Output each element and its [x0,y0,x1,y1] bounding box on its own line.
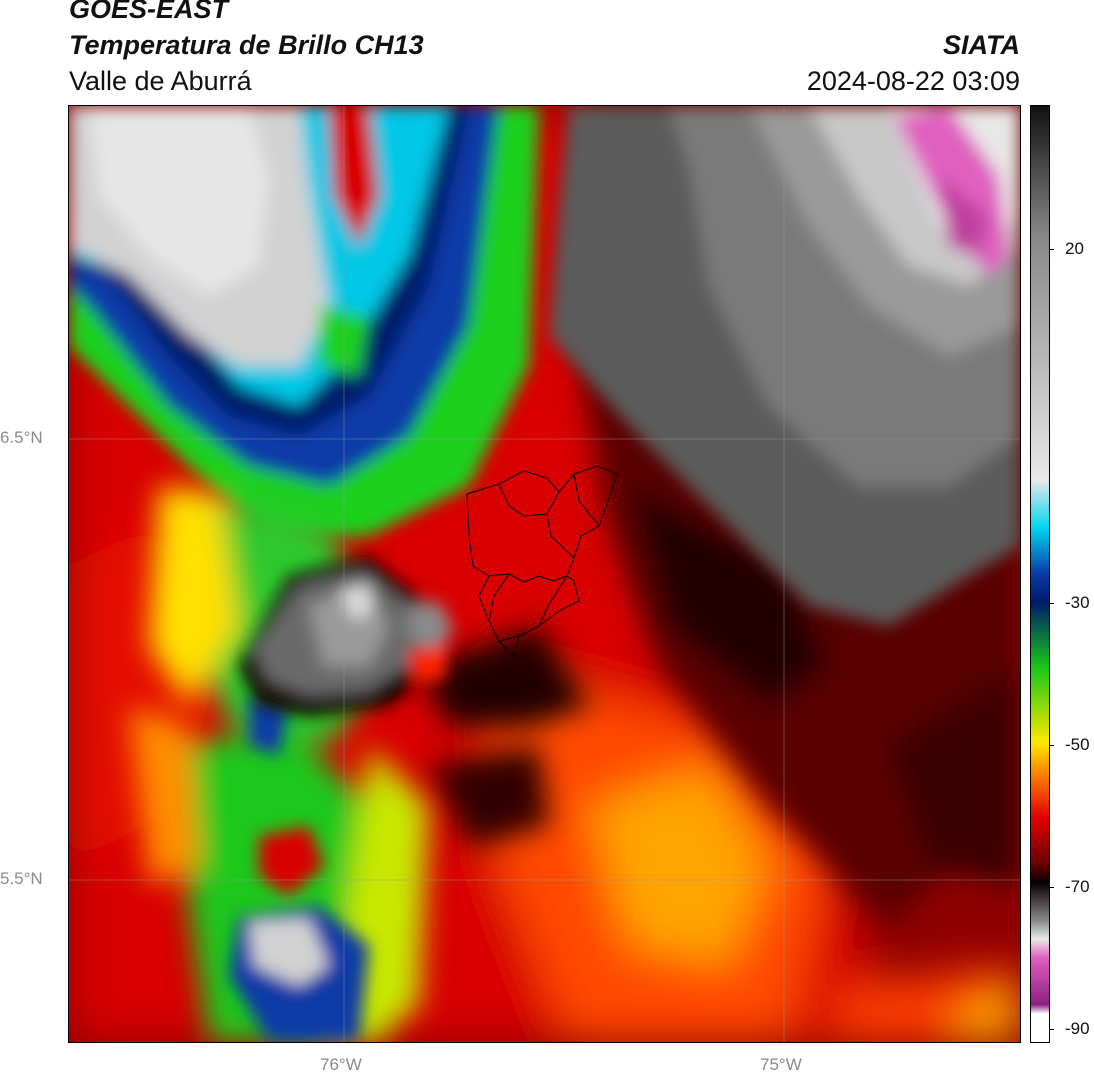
lat-label-5-5: 5.5°N [0,869,43,888]
colorbar-tick [1049,249,1054,250]
colorbar-label-minus90: -90 [1065,1019,1090,1038]
organization-label: SIATA [943,30,1020,60]
colorbar-label-minus70: -70 [1065,877,1090,896]
colorbar-tick [1049,1029,1054,1030]
cold-cloud-northwest [69,106,539,536]
cold-spot-south [229,696,369,1042]
colorbar-tick [1049,603,1054,604]
colorbar-label-minus30: -30 [1065,593,1090,612]
municipal-borders [466,465,618,657]
region-subtitle: Valle de Aburrá [69,66,252,96]
satellite-title: GOES-EAST [69,0,229,24]
lon-label-75w: 75°W [760,1055,802,1074]
colorbar-tick [1049,745,1054,746]
brightness-temperature-map[interactable] [68,105,1021,1043]
lat-label-6-5: 6.5°N [0,428,43,447]
colorbar-label-20: 20 [1065,239,1084,258]
graticule [69,106,1020,1042]
map-canvas [69,106,1020,1042]
temperature-colorbar [1030,105,1050,1043]
lon-label-76w: 76°W [320,1055,362,1074]
colorbar-tick [1049,887,1054,888]
colorbar-label-minus50: -50 [1065,735,1090,754]
convective-cell [239,556,454,716]
gray-cloud-northeast [549,106,1020,626]
datetime-label: 2024-08-22 03:09 [806,66,1020,96]
product-title: Temperatura de Brillo CH13 [69,30,424,60]
